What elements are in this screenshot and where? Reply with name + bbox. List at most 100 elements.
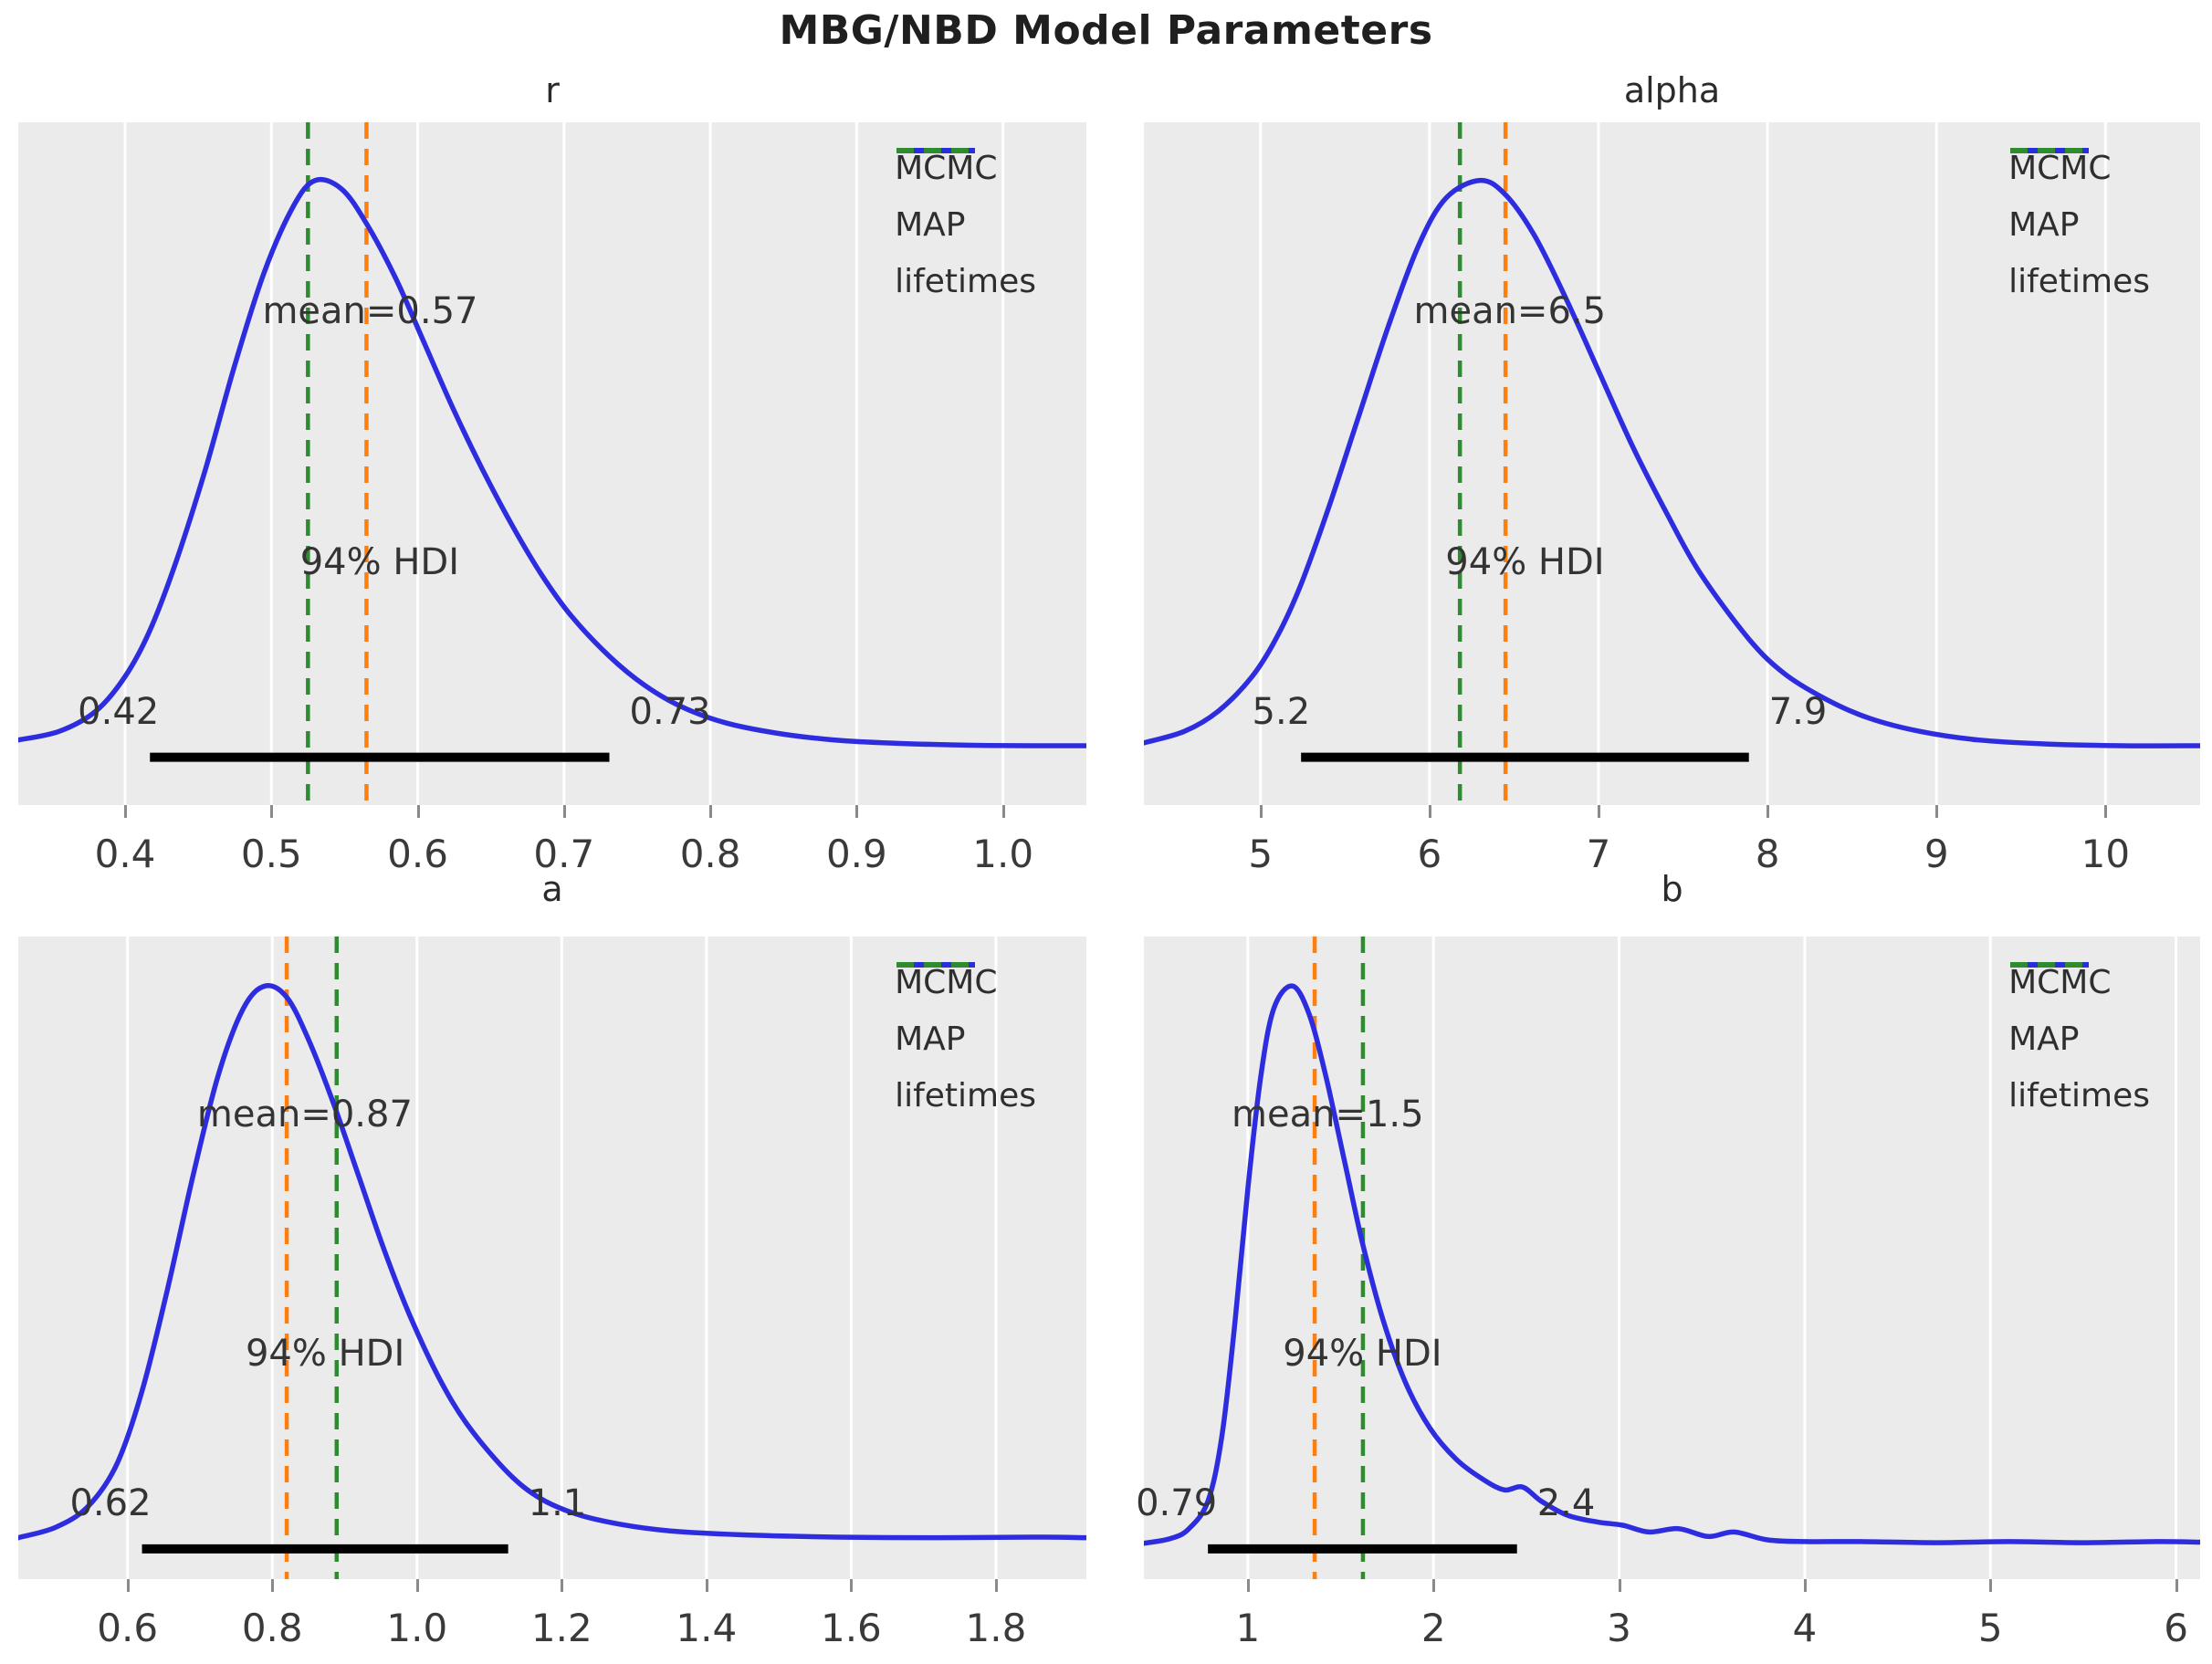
mean-label-b: mean=1.5 (1232, 1094, 1424, 1136)
x-tick-label-alpha: 7 (1586, 832, 1611, 876)
x-tick-mark (1618, 1579, 1621, 1592)
legend-item-map: MAP (2008, 962, 2090, 1061)
lifetimes-line-sample-icon (896, 962, 976, 968)
legend-label-mcmc: MCMC (895, 149, 998, 187)
lifetimes-line-sample-icon (896, 148, 976, 153)
x-tick-mark (562, 805, 566, 818)
x-tick-mark (416, 805, 420, 818)
legend-a: MCMC MAP lifetimes (895, 960, 1036, 1117)
x-tick-label-a: 1.6 (820, 1606, 882, 1650)
axes-b: mean=1.5 94% HDI 0.79 2.4 MCMC MAP lifetimes (1136, 937, 2200, 1579)
subplot-title-a: a (541, 869, 563, 909)
axes-r: mean=0.57 94% HDI 0.42 0.73 MCMC MAP lifetimes (18, 122, 1086, 805)
hdi-low-value-alpha: 5.2 (1252, 690, 1311, 733)
hdi-low-value-r: 0.42 (78, 690, 160, 733)
x-tick-mark (1432, 1579, 1436, 1592)
mean-label-alpha: mean=6.5 (1413, 290, 1607, 333)
mcmc-kde-curve-b (1144, 983, 2200, 1546)
hdi-label-alpha: 94% HDI (1445, 540, 1605, 583)
x-tick-label-r: 0.4 (94, 832, 156, 876)
x-tick-label-a: 0.6 (97, 1606, 159, 1650)
lifetimes-line-sample-icon (2010, 148, 2090, 153)
x-tick-label-alpha: 8 (1755, 832, 1780, 876)
subplot-title-b: b (1661, 869, 1683, 909)
x-tick-label-a: 1.0 (386, 1606, 448, 1650)
plot-canvas-a (18, 937, 1086, 1579)
x-tick-mark (1001, 805, 1005, 818)
subplot-title-r: r (545, 70, 560, 110)
mean-label-r: mean=0.57 (262, 290, 478, 333)
legend-item-map: MAP (895, 148, 976, 246)
x-tick-mark (709, 805, 713, 818)
legend-label-map: MAP (895, 1020, 966, 1058)
subplot-title-alpha: alpha (1623, 70, 1721, 110)
hdi-label-r: 94% HDI (299, 540, 460, 583)
hdi-label-a: 94% HDI (245, 1332, 405, 1375)
legend-label-mcmc: MCMC (895, 963, 998, 1001)
x-tick-label-a: 1.4 (676, 1606, 738, 1650)
legend-item-lifetimes: lifetimes (895, 148, 1036, 303)
x-tick-label-a: 1.8 (965, 1606, 1027, 1650)
x-tick-label-alpha: 5 (1248, 832, 1274, 876)
x-tick-label-r: 0.6 (387, 832, 448, 876)
x-tick-label-b: 5 (1977, 1606, 2003, 1650)
x-tick-mark (705, 1579, 708, 1592)
x-tick-mark (1428, 805, 1431, 818)
hdi-high-value-a: 1.1 (528, 1481, 587, 1524)
mcmc-kde-curve-alpha (1144, 177, 2200, 748)
hdi-high-value-alpha: 7.9 (1768, 690, 1828, 733)
hdi-low-value-a: 0.62 (69, 1481, 152, 1524)
x-tick-mark (1803, 1579, 1807, 1592)
x-tick-mark (2104, 805, 2108, 818)
x-tick-label-b: 2 (1421, 1606, 1446, 1650)
x-tick-mark (1259, 805, 1263, 818)
x-tick-mark (270, 805, 274, 818)
x-tick-label-b: 1 (1235, 1606, 1261, 1650)
x-tick-mark (124, 805, 127, 818)
x-tick-label-r: 1.0 (972, 832, 1034, 876)
x-tick-mark (2175, 1579, 2178, 1592)
plot-canvas-b (1144, 937, 2200, 1579)
legend-label-map: MAP (895, 205, 966, 244)
mcmc-kde-curve-a (18, 983, 1086, 1541)
figure-title: MBG/NBD Model Parameters (779, 7, 1433, 54)
plot-canvas-r (18, 122, 1086, 805)
x-tick-label-b: 6 (2164, 1606, 2188, 1650)
legend-label-mcmc: MCMC (2008, 149, 2112, 187)
x-tick-label-alpha: 10 (2081, 832, 2131, 876)
x-tick-mark (1766, 805, 1770, 818)
legend-item-map: MAP (2008, 148, 2090, 246)
axes-a: mean=0.87 94% HDI 0.62 1.1 MCMC MAP lifetimes (18, 937, 1086, 1579)
x-tick-label-alpha: 6 (1417, 832, 1442, 876)
legend-label-lifetimes: lifetimes (895, 262, 1036, 300)
x-tick-label-r: 0.9 (825, 832, 887, 876)
hdi-label-b: 94% HDI (1283, 1332, 1442, 1375)
x-tick-mark (1246, 1579, 1250, 1592)
legend-label-lifetimes: lifetimes (895, 1076, 1036, 1115)
x-tick-label-r: 0.8 (679, 832, 741, 876)
legend-label-lifetimes: lifetimes (2008, 262, 2150, 300)
x-tick-mark (415, 1579, 419, 1592)
mean-label-a: mean=0.87 (196, 1094, 413, 1136)
x-tick-mark (1935, 805, 1939, 818)
x-tick-mark (271, 1579, 275, 1592)
legend-alpha: MCMC MAP lifetimes (2008, 146, 2150, 303)
x-tick-mark (994, 1579, 998, 1592)
x-tick-label-b: 3 (1607, 1606, 1631, 1650)
legend-b: MCMC MAP lifetimes (2008, 960, 2150, 1117)
x-tick-mark (1989, 1579, 1993, 1592)
x-tick-mark (855, 805, 859, 818)
x-tick-label-r: 0.5 (240, 832, 302, 876)
hdi-low-value-b: 0.79 (1136, 1481, 1218, 1524)
lifetimes-line-sample-icon (2010, 962, 2090, 968)
legend-label-map: MAP (2008, 205, 2080, 244)
x-tick-label-a: 0.8 (241, 1606, 303, 1650)
legend-item-map: MAP (895, 962, 976, 1061)
mcmc-kde-curve-r (18, 176, 1086, 748)
legend-item-lifetimes: lifetimes (2008, 962, 2150, 1117)
hdi-high-value-r: 0.73 (629, 690, 711, 733)
x-tick-label-b: 4 (1792, 1606, 1818, 1650)
x-tick-label-r: 0.7 (533, 832, 595, 876)
legend-item-lifetimes: lifetimes (2008, 148, 2150, 303)
